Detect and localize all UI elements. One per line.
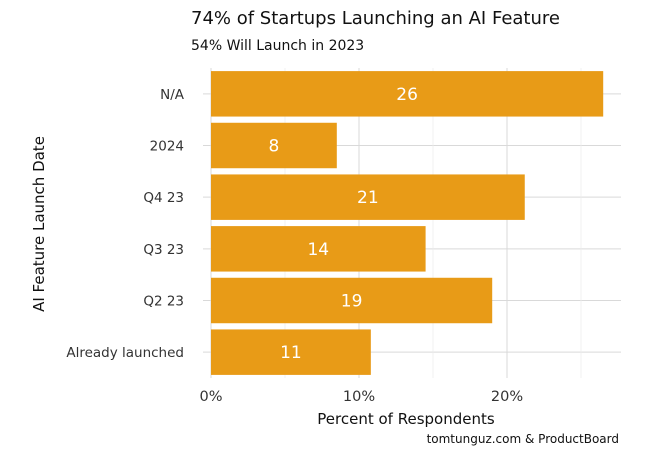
bar [211,226,426,272]
y-tick-label: Q2 23 [143,294,184,310]
chart-caption: tomtunguz.com & ProductBoard [427,432,619,446]
y-axis-title: AI Feature Launch Date [30,136,48,312]
bar [211,277,493,324]
y-tick-label: 2024 [150,139,184,155]
bar-data-label: 14 [307,240,329,260]
y-tick-label: Q3 23 [143,242,184,258]
bar-data-label: 11 [280,343,302,363]
y-tick-label: Q4 23 [143,190,184,206]
y-tick-labels: N/A 2024 Q4 23 Q3 23 Q2 23 Already launched [66,87,184,361]
x-axis-title: Percent of Respondents [317,410,495,428]
y-tick-label: N/A [160,87,185,103]
bar [211,71,604,117]
bar-data-label: 21 [357,188,379,208]
bar-data-label: 8 [268,137,279,157]
x-tick-labels: 0% 10% 20% [199,389,523,405]
bar [211,122,337,169]
bar-data-label: 26 [396,85,418,105]
bar-data-label: 19 [341,292,363,312]
chart-subtitle: 54% Will Launch in 2023 [191,38,364,54]
x-tick-label: 10% [343,389,375,405]
y-tick-label: Already launched [66,345,184,361]
x-tick-label: 0% [199,389,222,405]
bar [211,174,525,220]
data-labels: 26 8 21 14 19 11 [268,85,417,363]
bars [211,71,604,375]
chart-title: 74% of Startups Launching an AI Feature [191,8,560,29]
bar [211,329,371,375]
x-tick-label: 20% [491,389,523,405]
